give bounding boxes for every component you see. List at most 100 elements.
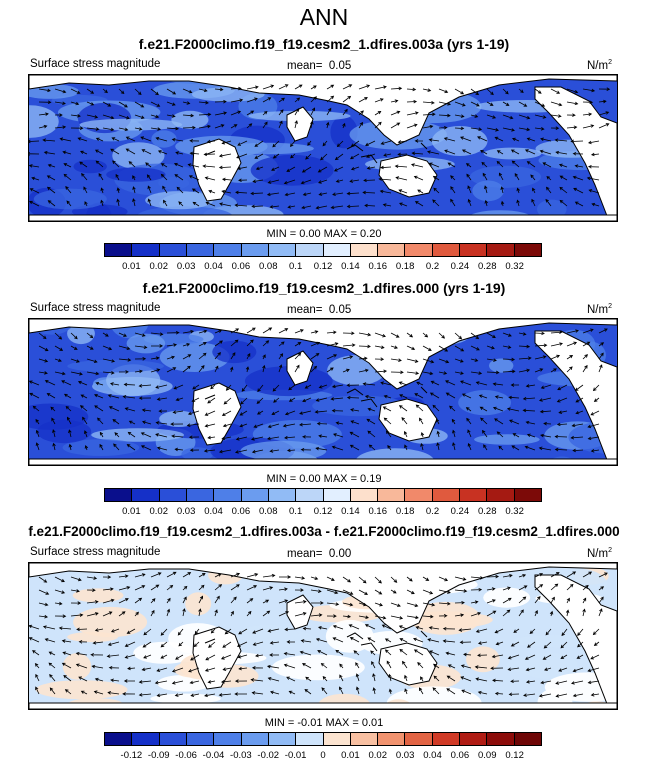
panel-2-mean-label: mean=: [287, 304, 323, 316]
figure-title: ANN: [299, 4, 349, 30]
panel-2-mean: mean= 0.05: [287, 304, 351, 316]
colorbar-box: [241, 733, 269, 745]
colorbar-box: [405, 244, 433, 256]
panel-3-variable: Surface stress magnitude: [30, 546, 161, 558]
colorbar-box: [378, 244, 406, 256]
colorbar-tick-label: 0.28: [478, 261, 497, 272]
panel-3-mean: mean= 0.00: [287, 548, 351, 560]
colorbar-tick-label: -0.06: [175, 750, 197, 761]
colorbar-tick-label: 0.14: [341, 261, 360, 272]
colorbar-tick-label: -0.03: [230, 750, 252, 761]
colorbar-box: [268, 733, 297, 745]
colorbar-box: [323, 244, 351, 256]
colorbar-tick-label: -0.01: [284, 750, 307, 761]
panel-3-mean-value: 0.00: [328, 548, 352, 560]
colorbar-tick-label: -0.12: [120, 750, 143, 761]
colorbar-tick-label: 0.06: [450, 750, 470, 761]
colorbar-tick-label: -0.02: [257, 750, 280, 761]
colorbar-tick-label: 0.04: [204, 506, 223, 517]
colorbar-box: [214, 733, 242, 745]
colorbar-tick-label: 0.28: [478, 506, 497, 517]
colorbar-tick-label: 0.16: [368, 261, 388, 272]
colorbar-box: [405, 489, 433, 501]
colorbar-box: [132, 489, 160, 501]
colorbar-box: [487, 489, 515, 501]
panel-1-colorbar-ticks: 0.01 0.02 0.03 0.04 0.06 0.08 0.1 0.12 0.14 0.16 0…: [104, 261, 542, 273]
colorbar-box: [214, 489, 242, 501]
colorbar-box: [460, 489, 488, 501]
colorbar-tick-label: 0.08: [259, 506, 278, 517]
panel-3-map: [28, 562, 618, 710]
colorbar-tick-label: 0.1: [289, 506, 303, 517]
colorbar-box: [432, 733, 461, 745]
colorbar-box: [132, 733, 160, 745]
panel-2-mean-value: 0.05: [328, 304, 352, 316]
colorbar-tick-label: 0.03: [395, 750, 415, 761]
panel-2-title: f.e21.F2000climo.f19_f19.cesm2_1.dfires.…: [142, 280, 506, 296]
colorbar-box: [268, 489, 297, 501]
colorbar-tick-label: 0.2: [425, 261, 440, 272]
panel-1-units: N/m2: [587, 59, 612, 72]
colorbar-box: [350, 244, 379, 256]
colorbar-box: [159, 244, 187, 256]
colorbar-box: [214, 244, 242, 256]
colorbar-tick-label: 0.06: [231, 506, 251, 517]
colorbar-tick-label: 0.09: [478, 750, 497, 761]
colorbar-box: [432, 244, 461, 256]
colorbar-tick-label: 0.12: [313, 261, 333, 272]
panel-1-variable: Surface stress magnitude: [30, 58, 161, 70]
colorbar-tick-label: 0.12: [313, 506, 333, 517]
colorbar-box: [186, 244, 215, 256]
colorbar-box: [296, 489, 324, 501]
colorbar-tick-label: -0.09: [147, 750, 170, 761]
panel-1-mean-value: 0.05: [328, 60, 352, 72]
colorbar-box: [159, 733, 187, 745]
panel-2-colorbar: [104, 488, 542, 502]
colorbar-box: [186, 489, 215, 501]
colorbar-box: [132, 244, 160, 256]
colorbar-box: [296, 733, 324, 745]
colorbar-tick-label: 0.03: [176, 261, 196, 272]
colorbar-tick-label: 0.24: [450, 506, 470, 517]
colorbar-tick-label: 0.08: [259, 261, 278, 272]
panel-1-map: [28, 74, 618, 222]
panel-1-mean: mean= 0.05: [287, 60, 351, 72]
colorbar-box: [378, 489, 406, 501]
panel-3-units: N/m2: [587, 547, 612, 560]
panel-1-mean-label: mean=: [287, 60, 323, 72]
colorbar-box: [296, 244, 324, 256]
panel-2-colorbar-ticks: 0.01 0.02 0.03 0.04 0.06 0.08 0.1 0.12 0.14 0.16 0…: [104, 506, 542, 518]
colorbar-box: [105, 489, 133, 501]
colorbar-box: [241, 244, 269, 256]
colorbar-box: [105, 244, 133, 256]
panel-2-variable: Surface stress magnitude: [30, 302, 161, 314]
colorbar-tick-label: 0.32: [505, 506, 524, 517]
colorbar-tick-label: 0.02: [149, 261, 169, 272]
colorbar-box: [460, 244, 488, 256]
colorbar-box: [159, 489, 187, 501]
panel-1-title: f.e21.F2000climo.f19_f19.cesm2_1.dfires.…: [138, 36, 510, 52]
colorbar-box: [514, 489, 541, 501]
colorbar-tick-label: 0.06: [231, 261, 251, 272]
colorbar-tick-label: 0.14: [341, 506, 360, 517]
colorbar-tick-label: 0.2: [425, 506, 440, 517]
colorbar-tick-label: 0.1: [289, 261, 303, 272]
colorbar-tick-label: 0.24: [450, 261, 470, 272]
colorbar-box: [514, 733, 541, 745]
panel-1-minmax: MIN = 0.00 MAX = 0.20: [266, 228, 382, 240]
panel-2-units: N/m2: [587, 303, 612, 316]
colorbar-box: [460, 733, 488, 745]
panel-3-minmax: MIN = -0.01 MAX = 0.01: [264, 717, 384, 729]
colorbar-tick-label: 0.32: [505, 261, 524, 272]
colorbar-box: [186, 733, 215, 745]
colorbar-tick-label: 0.04: [204, 261, 223, 272]
panel-3-colorbar: [104, 732, 542, 746]
colorbar-box: [378, 733, 406, 745]
colorbar-box: [487, 733, 515, 745]
colorbar-tick-label: 0.02: [368, 750, 388, 761]
colorbar-tick-label: 0.12: [505, 750, 524, 761]
colorbar-tick-label: 0.18: [395, 261, 415, 272]
colorbar-box: [323, 733, 351, 745]
colorbar-tick-label: 0: [320, 750, 326, 761]
colorbar-tick-label: 0.01: [122, 506, 141, 517]
